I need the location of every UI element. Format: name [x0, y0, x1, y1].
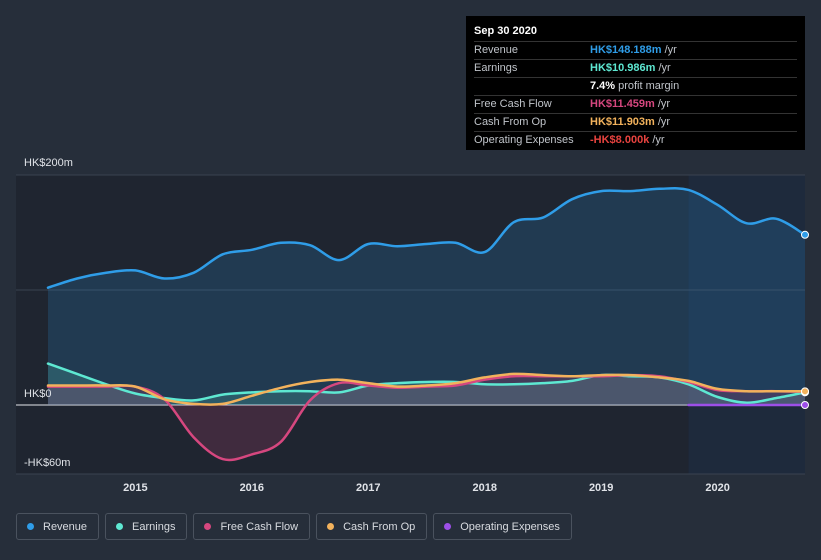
tooltip-date: Sep 30 2020: [474, 24, 797, 42]
legend-dot-icon: [444, 523, 452, 530]
legend-label: Operating Expenses: [460, 520, 560, 533]
series-area-revenue: [48, 188, 805, 405]
tooltip-row: Operating Expenses -HK$8.000k/yr: [474, 132, 797, 149]
legend-dot-icon: [204, 523, 212, 530]
x-tick-label: 2016: [240, 482, 264, 494]
tooltip-row-unit: profit margin: [618, 80, 680, 92]
series-line-revenue: [46, 187, 807, 289]
tooltip-row-label: Revenue: [474, 44, 519, 56]
tooltip-row-value: HK$11.459m: [590, 98, 655, 110]
series-end-marker-operating-expenses: [801, 401, 809, 409]
tooltip-row-label: Earnings: [474, 62, 518, 74]
legend: Revenue Earnings Free Cash Flow Cash From O…: [16, 513, 572, 542]
series-end-marker-cash-from-op: [801, 387, 809, 396]
series-line-cash-from-op: [46, 372, 807, 406]
legend-dot-icon: [27, 523, 34, 530]
tooltip-row-unit: /yr: [652, 134, 665, 146]
legend-item-operating-expenses[interactable]: Operating Expenses: [433, 513, 572, 540]
y-label-zero: HK$0: [24, 388, 52, 400]
legend-item-revenue[interactable]: Revenue: [16, 513, 100, 540]
series-area-free-cash-flow: [48, 375, 805, 460]
legend-label: Earnings: [132, 520, 176, 533]
tooltip-row-label: Operating Expenses: [474, 134, 574, 146]
series-end-marker-revenue: [801, 230, 809, 239]
tooltip-row-unit: /yr: [657, 116, 671, 128]
data-tooltip: Sep 30 2020 Revenue HK$148.188m/yr Earning…: [466, 16, 805, 150]
tooltip-row: Revenue HK$148.188m/yr: [474, 42, 797, 60]
legend-dot-icon: [116, 523, 124, 530]
x-tick-label: 2017: [356, 482, 380, 494]
legend-item-earnings[interactable]: Earnings: [105, 513, 188, 540]
tooltip-row: Earnings HK$10.986m/yr: [474, 60, 797, 78]
tooltip-row: Cash From Op HK$11.903m/yr: [474, 114, 797, 132]
tooltip-row: 7.4% profit margin: [474, 78, 797, 96]
x-tick-label: 2020: [705, 482, 729, 494]
y-label-bottom: -HK$60m: [24, 457, 70, 469]
tooltip-row-value: -HK$8.000k: [590, 134, 650, 146]
y-label-top: HK$200m: [24, 157, 73, 169]
tooltip-row-value: 7.4%: [590, 80, 616, 92]
tooltip-row-value: HK$148.188m: [590, 44, 662, 56]
tooltip-row-label: Free Cash Flow: [474, 98, 552, 110]
legend-label: Revenue: [43, 520, 88, 533]
legend-item-free-cash-flow[interactable]: Free Cash Flow: [193, 513, 311, 540]
tooltip-row-unit: /yr: [657, 98, 671, 110]
x-tick-label: 2018: [472, 482, 496, 494]
tooltip-row-unit: /yr: [664, 44, 677, 56]
legend-dot-icon: [327, 523, 335, 530]
plot-background: [16, 175, 805, 474]
legend-label: Cash From Op: [343, 520, 416, 533]
tooltip-row-value: HK$11.903m: [590, 116, 655, 128]
tooltip-row: Free Cash Flow HK$11.459m/yr: [474, 96, 797, 114]
tooltip-row-label: [474, 78, 590, 95]
tooltip-row-value: HK$10.986m: [590, 62, 656, 74]
financial-chart: 2015 2016 2017 2018 2019 2020 HK$200m HK$0 -H…: [16, 157, 809, 494]
legend-label: Free Cash Flow: [220, 520, 299, 533]
tooltip-row-label: Cash From Op: [474, 116, 547, 128]
legend-item-cash-from-op[interactable]: Cash From Op: [316, 513, 428, 540]
x-tick-label: 2019: [589, 482, 613, 494]
forecast-region: [688, 175, 805, 474]
series-line-earnings: [46, 362, 807, 404]
tooltip-row-unit: /yr: [658, 62, 671, 74]
x-tick-label: 2015: [123, 482, 147, 494]
